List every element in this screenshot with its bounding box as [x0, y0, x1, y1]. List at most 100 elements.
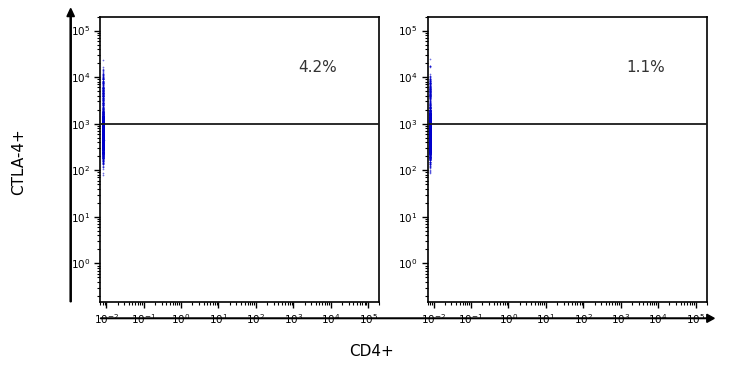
Point: [97, 135, 109, 141]
Point: [97, 125, 109, 131]
Point: [97, 135, 109, 141]
Point: [97, 139, 109, 145]
Point: [424, 114, 436, 120]
Point: [424, 126, 436, 132]
Point: [424, 129, 436, 135]
Point: [97, 137, 109, 143]
Point: [424, 127, 436, 132]
Point: [97, 144, 109, 150]
Point: [424, 145, 436, 151]
Point: [424, 152, 436, 158]
Point: [424, 120, 436, 125]
Point: [97, 130, 109, 136]
Point: [97, 126, 109, 132]
Point: [97, 137, 109, 143]
Point: [424, 115, 436, 121]
Point: [97, 140, 109, 146]
Point: [424, 148, 436, 153]
Point: [424, 133, 436, 139]
Point: [424, 123, 436, 129]
Point: [424, 135, 436, 141]
Point: [97, 127, 109, 133]
Point: [97, 128, 109, 134]
Point: [424, 119, 436, 125]
Point: [97, 85, 109, 91]
Point: [424, 135, 436, 141]
Point: [424, 149, 436, 155]
Point: [97, 146, 109, 152]
Point: [97, 122, 109, 128]
Point: [424, 91, 436, 97]
Point: [424, 128, 436, 134]
Point: [424, 129, 436, 135]
Point: [97, 88, 109, 94]
Point: [97, 142, 109, 148]
Point: [424, 105, 436, 111]
Point: [424, 128, 436, 134]
Point: [424, 129, 436, 135]
Point: [424, 119, 436, 125]
Point: [424, 134, 436, 139]
Point: [424, 108, 436, 114]
Point: [424, 109, 436, 115]
Point: [424, 137, 436, 143]
Point: [424, 88, 436, 94]
Point: [424, 133, 436, 139]
Point: [97, 136, 109, 142]
Point: [424, 138, 436, 144]
Point: [97, 122, 109, 128]
Point: [424, 147, 436, 153]
Point: [424, 128, 436, 134]
Point: [97, 145, 109, 151]
Point: [97, 114, 109, 120]
Point: [97, 136, 109, 142]
Point: [97, 87, 109, 93]
Point: [424, 120, 436, 126]
Point: [424, 131, 436, 137]
Point: [424, 102, 436, 108]
Point: [97, 141, 109, 147]
Point: [424, 77, 436, 82]
Point: [424, 95, 436, 101]
Point: [97, 137, 109, 143]
Point: [97, 137, 109, 142]
Point: [424, 144, 436, 150]
Point: [424, 148, 436, 154]
Point: [424, 137, 436, 142]
Point: [97, 135, 109, 141]
Point: [97, 128, 109, 134]
Point: [97, 75, 109, 81]
Point: [424, 139, 436, 145]
Point: [97, 146, 109, 152]
Point: [424, 116, 436, 122]
Point: [424, 130, 436, 135]
Point: [97, 118, 109, 124]
Point: [424, 137, 436, 143]
Point: [97, 141, 109, 146]
Point: [97, 85, 109, 91]
Point: [424, 130, 436, 136]
Point: [97, 146, 109, 152]
Point: [97, 137, 109, 143]
Point: [97, 132, 109, 138]
Point: [424, 151, 436, 156]
Point: [97, 84, 109, 90]
Point: [424, 118, 436, 124]
Point: [424, 128, 436, 134]
Point: [424, 120, 436, 126]
Point: [97, 145, 109, 151]
Point: [424, 125, 436, 131]
Point: [97, 139, 109, 145]
Point: [97, 128, 109, 134]
Point: [424, 128, 436, 134]
Point: [424, 138, 436, 144]
Point: [424, 121, 436, 127]
Point: [424, 106, 436, 112]
Point: [424, 128, 436, 134]
Point: [97, 139, 109, 145]
Point: [97, 122, 109, 128]
Point: [424, 109, 436, 115]
Point: [424, 131, 436, 137]
Point: [424, 111, 436, 117]
Point: [424, 123, 436, 129]
